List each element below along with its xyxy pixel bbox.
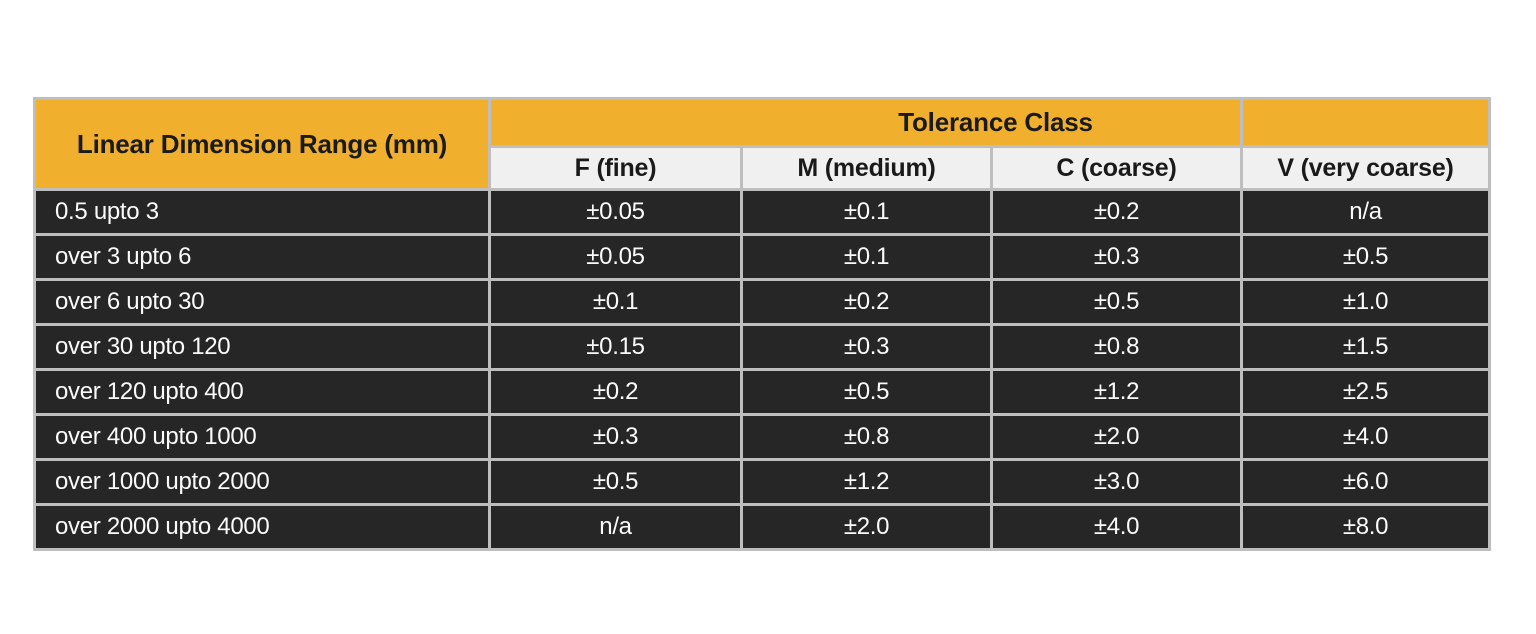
tolerance-fine-cell: ±0.5 <box>491 461 740 503</box>
tolerance-coarse-cell: ±0.2 <box>993 191 1241 233</box>
table-row: over 30 upto 120 ±0.15 ±0.3 ±0.8 ±1.5 <box>36 326 1489 368</box>
tolerance-medium-cell: ±0.2 <box>743 281 990 323</box>
tolerance-fine-cell: n/a <box>491 506 740 548</box>
range-cell: over 120 upto 400 <box>36 371 488 413</box>
range-cell: over 400 upto 1000 <box>36 416 488 458</box>
tolerance-very-coarse-cell: n/a <box>1243 191 1489 233</box>
range-cell: over 6 upto 30 <box>36 281 488 323</box>
tolerance-very-coarse-cell: ±8.0 <box>1243 506 1489 548</box>
empty-header-cell <box>1243 100 1489 145</box>
tolerance-fine-cell: ±0.2 <box>491 371 740 413</box>
tolerance-very-coarse-cell: ±1.5 <box>1243 326 1489 368</box>
column-header-coarse: C (coarse) <box>993 148 1241 188</box>
tolerance-medium-cell: ±0.1 <box>743 191 990 233</box>
tolerance-coarse-cell: ±0.3 <box>993 236 1241 278</box>
tolerance-medium-cell: ±0.3 <box>743 326 990 368</box>
table-row: over 2000 upto 4000 n/a ±2.0 ±4.0 ±8.0 <box>36 506 1489 548</box>
tolerance-medium-cell: ±0.5 <box>743 371 990 413</box>
tolerance-fine-cell: ±0.15 <box>491 326 740 368</box>
tolerance-coarse-cell: ±1.2 <box>993 371 1241 413</box>
range-cell: over 3 upto 6 <box>36 236 488 278</box>
tolerance-very-coarse-cell: ±1.0 <box>1243 281 1489 323</box>
header-row-classes: F (fine) M (medium) C (coarse) V (very c… <box>36 148 1489 188</box>
tolerance-very-coarse-cell: ±2.5 <box>1243 371 1489 413</box>
tolerance-medium-cell: ±2.0 <box>743 506 990 548</box>
tolerance-fine-cell: ±0.05 <box>491 191 740 233</box>
table-row: over 6 upto 30 ±0.1 ±0.2 ±0.5 ±1.0 <box>36 281 1489 323</box>
range-cell: over 1000 upto 2000 <box>36 461 488 503</box>
tolerance-table-container: Linear Dimension Range (mm) Tolerance Cl… <box>33 97 1492 551</box>
tolerance-fine-cell: ±0.1 <box>491 281 740 323</box>
tolerance-coarse-cell: ±3.0 <box>993 461 1241 503</box>
tolerance-fine-cell: ±0.3 <box>491 416 740 458</box>
table-row: over 3 upto 6 ±0.05 ±0.1 ±0.3 ±0.5 <box>36 236 1489 278</box>
tolerance-coarse-cell: ±0.5 <box>993 281 1241 323</box>
tolerance-medium-cell: ±1.2 <box>743 461 990 503</box>
tolerance-coarse-cell: ±4.0 <box>993 506 1241 548</box>
table-body: 0.5 upto 3 ±0.05 ±0.1 ±0.2 n/a over 3 up… <box>36 191 1489 548</box>
tolerance-very-coarse-cell: ±6.0 <box>1243 461 1489 503</box>
tolerance-coarse-cell: ±2.0 <box>993 416 1241 458</box>
tolerance-medium-cell: ±0.8 <box>743 416 990 458</box>
tolerance-very-coarse-cell: ±0.5 <box>1243 236 1489 278</box>
tolerance-medium-cell: ±0.1 <box>743 236 990 278</box>
range-cell: over 30 upto 120 <box>36 326 488 368</box>
table-row: over 120 upto 400 ±0.2 ±0.5 ±1.2 ±2.5 <box>36 371 1489 413</box>
column-header-medium: M (medium) <box>743 148 990 188</box>
table-row: over 400 upto 1000 ±0.3 ±0.8 ±2.0 ±4.0 <box>36 416 1489 458</box>
range-column-header: Linear Dimension Range (mm) <box>36 100 488 188</box>
column-header-very-coarse: V (very coarse) <box>1243 148 1489 188</box>
column-header-fine: F (fine) <box>491 148 740 188</box>
range-cell: 0.5 upto 3 <box>36 191 488 233</box>
table-row: over 1000 upto 2000 ±0.5 ±1.2 ±3.0 ±6.0 <box>36 461 1489 503</box>
tolerance-class-group-header: Tolerance Class <box>491 100 1241 145</box>
tolerance-fine-cell: ±0.05 <box>491 236 740 278</box>
tolerance-coarse-cell: ±0.8 <box>993 326 1241 368</box>
range-cell: over 2000 upto 4000 <box>36 506 488 548</box>
table-row: 0.5 upto 3 ±0.05 ±0.1 ±0.2 n/a <box>36 191 1489 233</box>
header-row-group: Linear Dimension Range (mm) Tolerance Cl… <box>36 100 1489 188</box>
tolerance-very-coarse-cell: ±4.0 <box>1243 416 1489 458</box>
tolerance-table: Linear Dimension Range (mm) Tolerance Cl… <box>33 97 1492 551</box>
